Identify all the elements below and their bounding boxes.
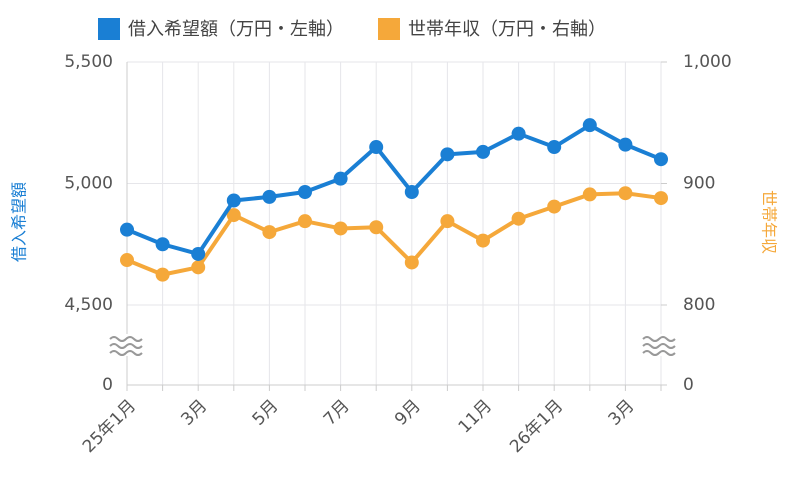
x-tick-label: 3月 [177, 396, 211, 430]
y2-tick-label: 800 [683, 295, 715, 315]
y-tick-label: 5,000 [64, 174, 113, 194]
point [476, 144, 490, 159]
y-tick-label: 5,500 [64, 52, 113, 72]
x-tick-label: 25年1月 [79, 396, 140, 457]
point [369, 140, 384, 155]
point [333, 221, 348, 236]
grid [126, 61, 667, 386]
legend-swatch [378, 18, 400, 40]
point [262, 189, 277, 204]
y2-tick-label: 900 [683, 174, 715, 194]
x-tick-label: 26年1月 [506, 396, 567, 457]
point [404, 255, 419, 270]
legend-label: 借入希望額（万円・左軸） [128, 19, 344, 40]
y2-axis-title: 世帯年収 [760, 190, 779, 254]
point [191, 246, 206, 261]
axis-break-right [640, 334, 680, 356]
y-tick-label: 4,500 [64, 295, 113, 315]
point [654, 152, 668, 167]
y2-tick-label: 1,000 [683, 52, 732, 72]
y-axis-title: 借入希望額 [10, 182, 29, 262]
point [155, 267, 170, 282]
y-tick-label: 0 [102, 375, 113, 395]
point [120, 253, 134, 268]
legend-swatch [98, 18, 120, 40]
point [582, 187, 597, 202]
point [511, 211, 526, 226]
point [226, 193, 241, 208]
point [547, 140, 562, 155]
point [226, 208, 241, 223]
x-tick-label: 5月 [249, 396, 283, 430]
point [582, 118, 597, 133]
point [298, 214, 312, 229]
point [298, 185, 312, 200]
x-tick-label: 7月 [320, 396, 354, 430]
series-line [126, 123, 662, 256]
series-line [126, 191, 662, 277]
x-tick-label: 3月 [605, 396, 639, 430]
point [191, 260, 206, 275]
x-tick-label: 9月 [391, 396, 425, 430]
point [262, 225, 277, 240]
y2-tick-label: 0 [683, 375, 694, 395]
point [547, 199, 562, 214]
point [476, 233, 490, 248]
axis-break-left [108, 334, 148, 356]
point [618, 137, 633, 152]
point [404, 185, 419, 200]
point [369, 220, 384, 235]
point [333, 171, 348, 186]
point [120, 222, 134, 237]
x-tick-label: 11月 [455, 396, 496, 437]
point [440, 214, 455, 229]
legend-label: 世帯年収（万円・右軸） [408, 19, 606, 40]
point [511, 126, 526, 141]
point [440, 147, 455, 162]
point [654, 191, 668, 206]
point [618, 186, 633, 201]
point [155, 237, 170, 252]
